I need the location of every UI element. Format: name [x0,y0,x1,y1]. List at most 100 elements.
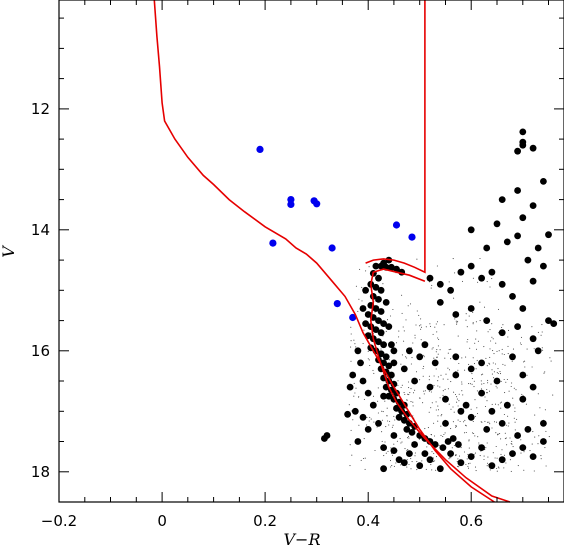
field-star [423,354,425,356]
field-star [489,356,491,358]
field-star [544,371,546,373]
field-star [420,326,423,328]
field-star [407,448,409,451]
member-star-point [478,389,485,397]
field-star [428,411,430,413]
field-star [377,387,379,389]
field-star [437,415,439,417]
field-star [510,442,512,445]
member-star-point [540,420,547,427]
field-star [469,383,471,385]
field-star [405,319,407,321]
field-star [481,421,483,423]
field-star [407,381,410,383]
field-star [416,469,418,471]
field-star [364,468,366,470]
field-star [534,414,536,416]
field-star [411,357,413,359]
field-star [437,376,439,378]
field-star [410,388,412,390]
field-star [461,390,463,392]
member-star-point [483,426,491,433]
field-star [431,284,433,286]
blue-straggler-point [313,200,321,208]
field-star [498,467,500,469]
field-star [366,424,368,426]
field-star [350,333,352,335]
tick-labels: −0.2 0 0.2 0.4 0.6 12 14 16 18 [31,100,483,530]
axis-ticks [58,0,564,503]
member-star-point [359,305,367,312]
member-star-point [467,262,475,270]
field-star [465,431,467,434]
member-star-point [380,392,387,400]
field-star [401,384,403,386]
field-star [368,359,370,361]
field-star [521,393,523,395]
field-star [496,457,498,459]
member-star-point [514,432,521,439]
field-star [443,324,445,326]
field-star [523,451,525,453]
field-star [422,375,424,377]
field-star [488,362,490,364]
field-star [514,410,516,412]
field-star [368,266,370,268]
field-star [456,323,458,325]
field-star [471,383,473,385]
field-star [438,444,440,446]
field-star [475,368,477,370]
plot-frame [58,0,564,503]
member-star-point [400,459,408,467]
field-star [487,331,489,333]
field-star [436,265,438,267]
member-star-point [449,435,457,442]
field-star [502,324,504,326]
field-star [538,435,540,437]
field-star [406,459,408,461]
field-star [450,381,452,383]
field-star [486,281,488,283]
member-star-point [406,347,413,355]
member-star-point [359,413,367,421]
field-star [541,331,543,333]
member-star-point [498,456,506,464]
field-star [442,435,444,438]
field-star [414,455,416,457]
field-star [355,387,357,389]
field-star [415,324,417,326]
member-star-point [519,444,527,451]
field-star [444,357,446,359]
field-star [483,458,485,461]
field-star [492,452,494,454]
field-star [511,382,513,384]
field-star [503,454,506,456]
field-star [386,319,389,321]
member-star-point [388,263,395,271]
member-star-point [372,283,380,291]
field-star [489,363,491,365]
field-star [393,465,395,467]
field-star [540,334,542,336]
field-star [388,359,390,361]
field-star [422,368,424,370]
field-star [523,361,525,363]
member-star-point [382,353,390,361]
field-star [457,335,459,337]
field-star [495,342,497,344]
field-star [525,403,527,405]
field-star [397,384,399,386]
field-star [435,469,437,471]
member-star-point [395,404,403,412]
field-star [531,366,533,368]
field-star [410,458,412,460]
field-star [412,401,414,403]
field-star [424,428,426,430]
field-star [455,425,458,427]
field-star [366,416,368,419]
field-star [350,340,352,342]
field-star [472,357,474,359]
member-star-point [483,317,491,324]
member-star-point [390,359,398,367]
member-star-point [436,280,444,288]
